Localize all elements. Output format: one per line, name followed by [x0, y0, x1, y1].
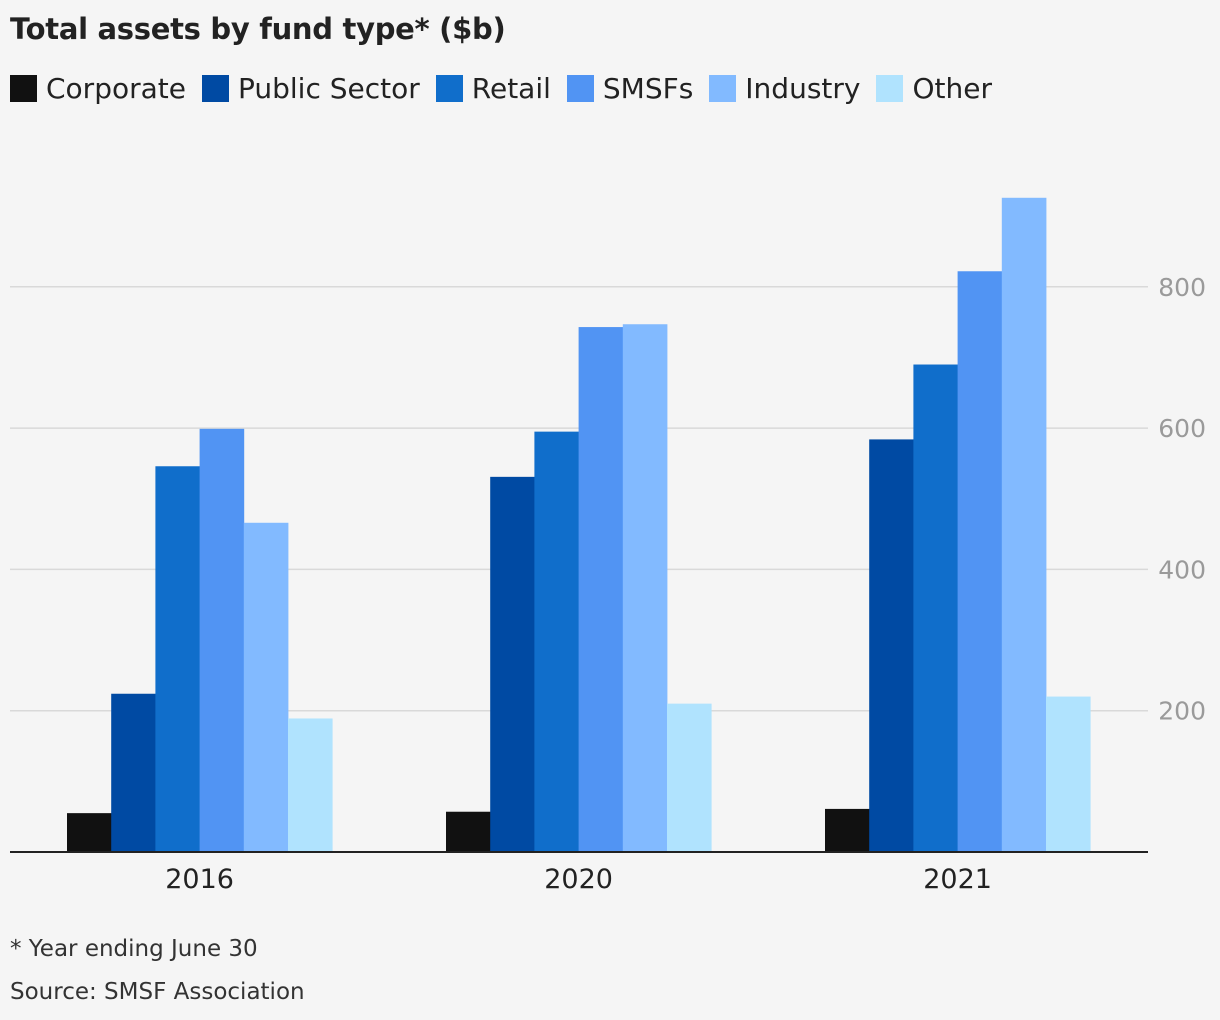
bar-smsfs [199, 428, 245, 852]
legend-label: SMSFs [602, 72, 694, 105]
legend-swatch [201, 75, 229, 102]
legend-item: Industry [709, 72, 860, 105]
x-category-label: 2016 [165, 864, 234, 895]
source-note: Source: SMSF Association [10, 979, 305, 1005]
bar-smsfs [957, 271, 1003, 853]
y-tick-label: 200 [1158, 697, 1206, 726]
legend-swatch [435, 75, 463, 102]
legend-item: Other [876, 72, 992, 105]
legend-item: Public Sector [201, 72, 420, 105]
bar-retail [534, 431, 579, 852]
bar-public-sector [490, 476, 535, 852]
chart-title: Total assets by fund type* ($b) [10, 12, 506, 46]
legend-label: Corporate [46, 72, 186, 105]
y-tick-label: 800 [1158, 273, 1206, 302]
bar-other [288, 718, 333, 852]
legend-label: Other [912, 72, 992, 105]
y-tick-label: 400 [1158, 555, 1206, 584]
bar-industry [1001, 197, 1047, 852]
legend-label: Public Sector [237, 72, 420, 105]
bar-other [667, 703, 712, 852]
legend-label: Industry [745, 72, 861, 105]
legend-swatch [566, 75, 594, 102]
bar-other [1046, 696, 1091, 852]
legend-item: SMSFs [566, 72, 694, 105]
footnote: * Year ending June 30 [10, 936, 258, 962]
bar-corporate [67, 813, 112, 852]
legend-label: Retail [471, 72, 551, 105]
bar-industry [622, 324, 668, 852]
legend-swatch [10, 75, 37, 102]
bar-retail [155, 466, 200, 852]
bar-corporate [446, 811, 491, 852]
legend-swatch [876, 75, 904, 102]
y-tick-label: 600 [1158, 414, 1206, 443]
bar-industry [243, 522, 289, 852]
x-category-label: 2020 [544, 864, 613, 895]
legend: Corporate Public Sector Retail SMSFs Industr… [10, 72, 1008, 105]
bar-retail [913, 364, 958, 852]
legend-item: Corporate [10, 72, 186, 105]
legend-swatch [709, 75, 737, 102]
bar-corporate [825, 808, 870, 852]
legend-item: Retail [435, 72, 551, 105]
bar-public-sector [869, 439, 914, 852]
bar-public-sector [111, 693, 156, 852]
x-category-label: 2021 [923, 864, 992, 895]
bar-smsfs [578, 327, 624, 852]
